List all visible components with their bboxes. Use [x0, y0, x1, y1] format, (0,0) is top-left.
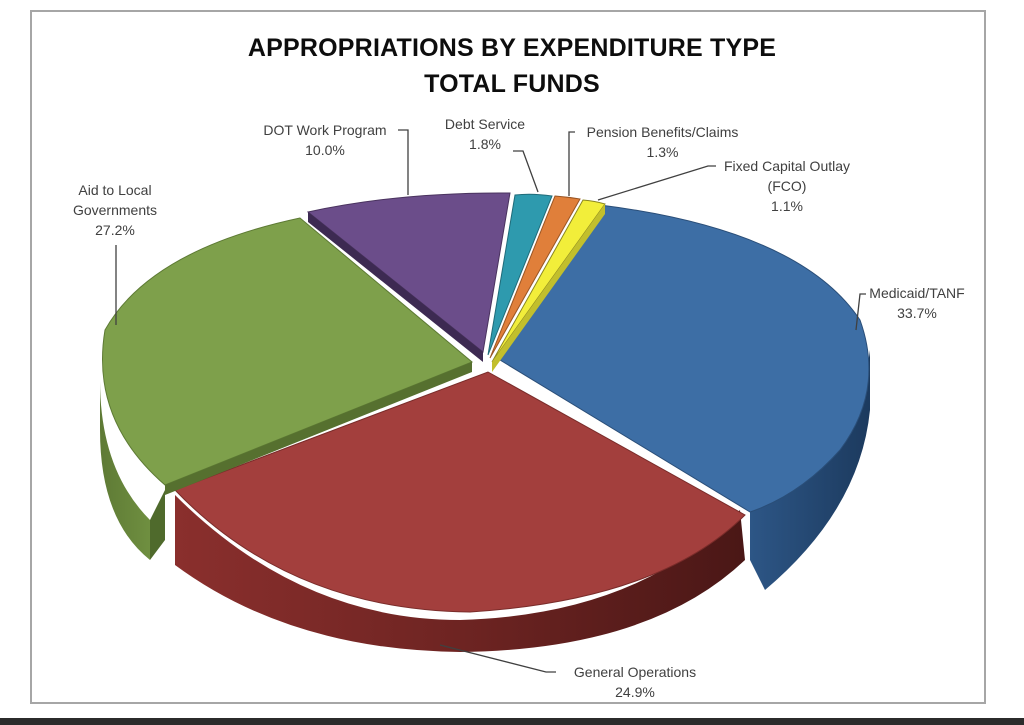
- slice-general-side: [175, 495, 745, 652]
- slice-general[interactable]: [174, 371, 746, 613]
- label-dot: DOT Work Program 10.0%: [263, 122, 387, 158]
- slice-fco[interactable]: [491, 199, 606, 363]
- slice-debt[interactable]: [487, 193, 553, 356]
- label-medicaid: Medicaid/TANF 33.7%: [869, 285, 965, 321]
- slice-aid[interactable]: [102, 217, 473, 486]
- label-general: General Operations 24.9%: [573, 664, 697, 700]
- label-fco: Fixed Capital Outlay (FCO) 1.1%: [723, 158, 851, 214]
- leader-lines: [115, 129, 866, 673]
- label-aid: Aid to Local Governments 27.2%: [72, 182, 158, 238]
- chart-subtitle: TOTAL FUNDS: [424, 70, 600, 98]
- label-debt: Debt Service 1.8%: [444, 116, 526, 152]
- slice-medicaid[interactable]: [499, 204, 870, 513]
- chart-title: APPROPRIATIONS BY EXPENDITURE TYPE: [247, 34, 777, 62]
- slice-dot[interactable]: [306, 192, 511, 353]
- bottom-bar: [0, 718, 1024, 725]
- slice-pension[interactable]: [489, 195, 581, 359]
- label-pension: Pension Benefits/Claims 1.3%: [586, 124, 739, 160]
- slice-aid-side: [100, 380, 150, 560]
